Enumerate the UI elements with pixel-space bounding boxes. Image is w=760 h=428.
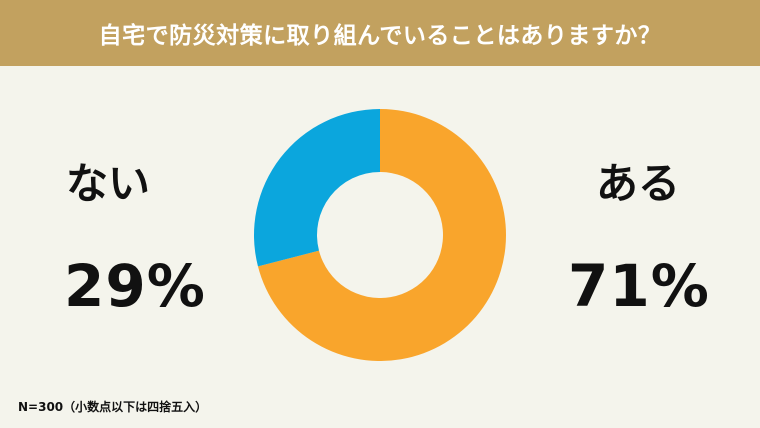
category-label-nai: ない (66, 159, 151, 208)
category-label-aru: ある (596, 159, 681, 208)
donut-slice-nai (254, 109, 380, 267)
header-bar: 自宅で防災対策に取り組んでいることはありますか？ (0, 0, 760, 66)
chart-title: 自宅で防災対策に取り組んでいることはありますか？ (98, 23, 662, 49)
donut-chart (254, 109, 506, 361)
percent-label-aru: 71% (568, 252, 710, 320)
percent-label-nai: 29% (64, 252, 206, 320)
sample-size-footnote: N=300（小数点以下は四捨五入） (18, 400, 208, 414)
donut-slice-aru (257, 109, 506, 361)
